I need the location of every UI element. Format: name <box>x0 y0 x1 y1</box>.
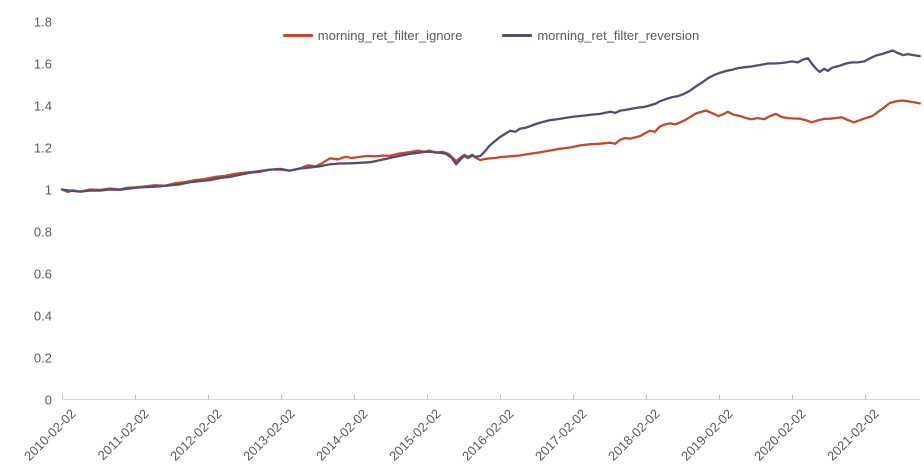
y-axis-tick-label: 0 <box>44 392 52 407</box>
y-axis-tick-label: 1 <box>44 182 52 197</box>
legend-label: morning_ret_filter_ignore <box>317 28 463 43</box>
y-axis-tick-label: 1.4 <box>33 98 52 113</box>
chart-legend: morning_ret_filter_ignore morning_ret_fi… <box>62 28 920 43</box>
y-axis-tick-label: 1.6 <box>33 56 52 71</box>
y-axis-tick-label: 0.8 <box>33 224 52 239</box>
y-axis-tick-label: 0.4 <box>33 308 52 323</box>
y-axis-tick-label: 1.8 <box>33 14 52 29</box>
series-line-morning_ret_filter_ignore[interactable] <box>60 99 921 194</box>
y-axis-tick-label: 0.2 <box>33 350 52 365</box>
legend-label: morning_ret_filter_reversion <box>537 28 700 43</box>
series-line-morning_ret_filter_reversion[interactable] <box>60 49 921 193</box>
y-axis-tick-label: 1.2 <box>33 140 52 155</box>
y-axis-tick-label: 0.6 <box>33 266 52 281</box>
legend-item-ignore[interactable]: morning_ret_filter_ignore <box>282 28 463 43</box>
legend-line-swatch-red <box>282 34 313 37</box>
legend-line-swatch-purple <box>502 34 533 37</box>
legend-item-reversion[interactable]: morning_ret_filter_reversion <box>502 28 699 43</box>
